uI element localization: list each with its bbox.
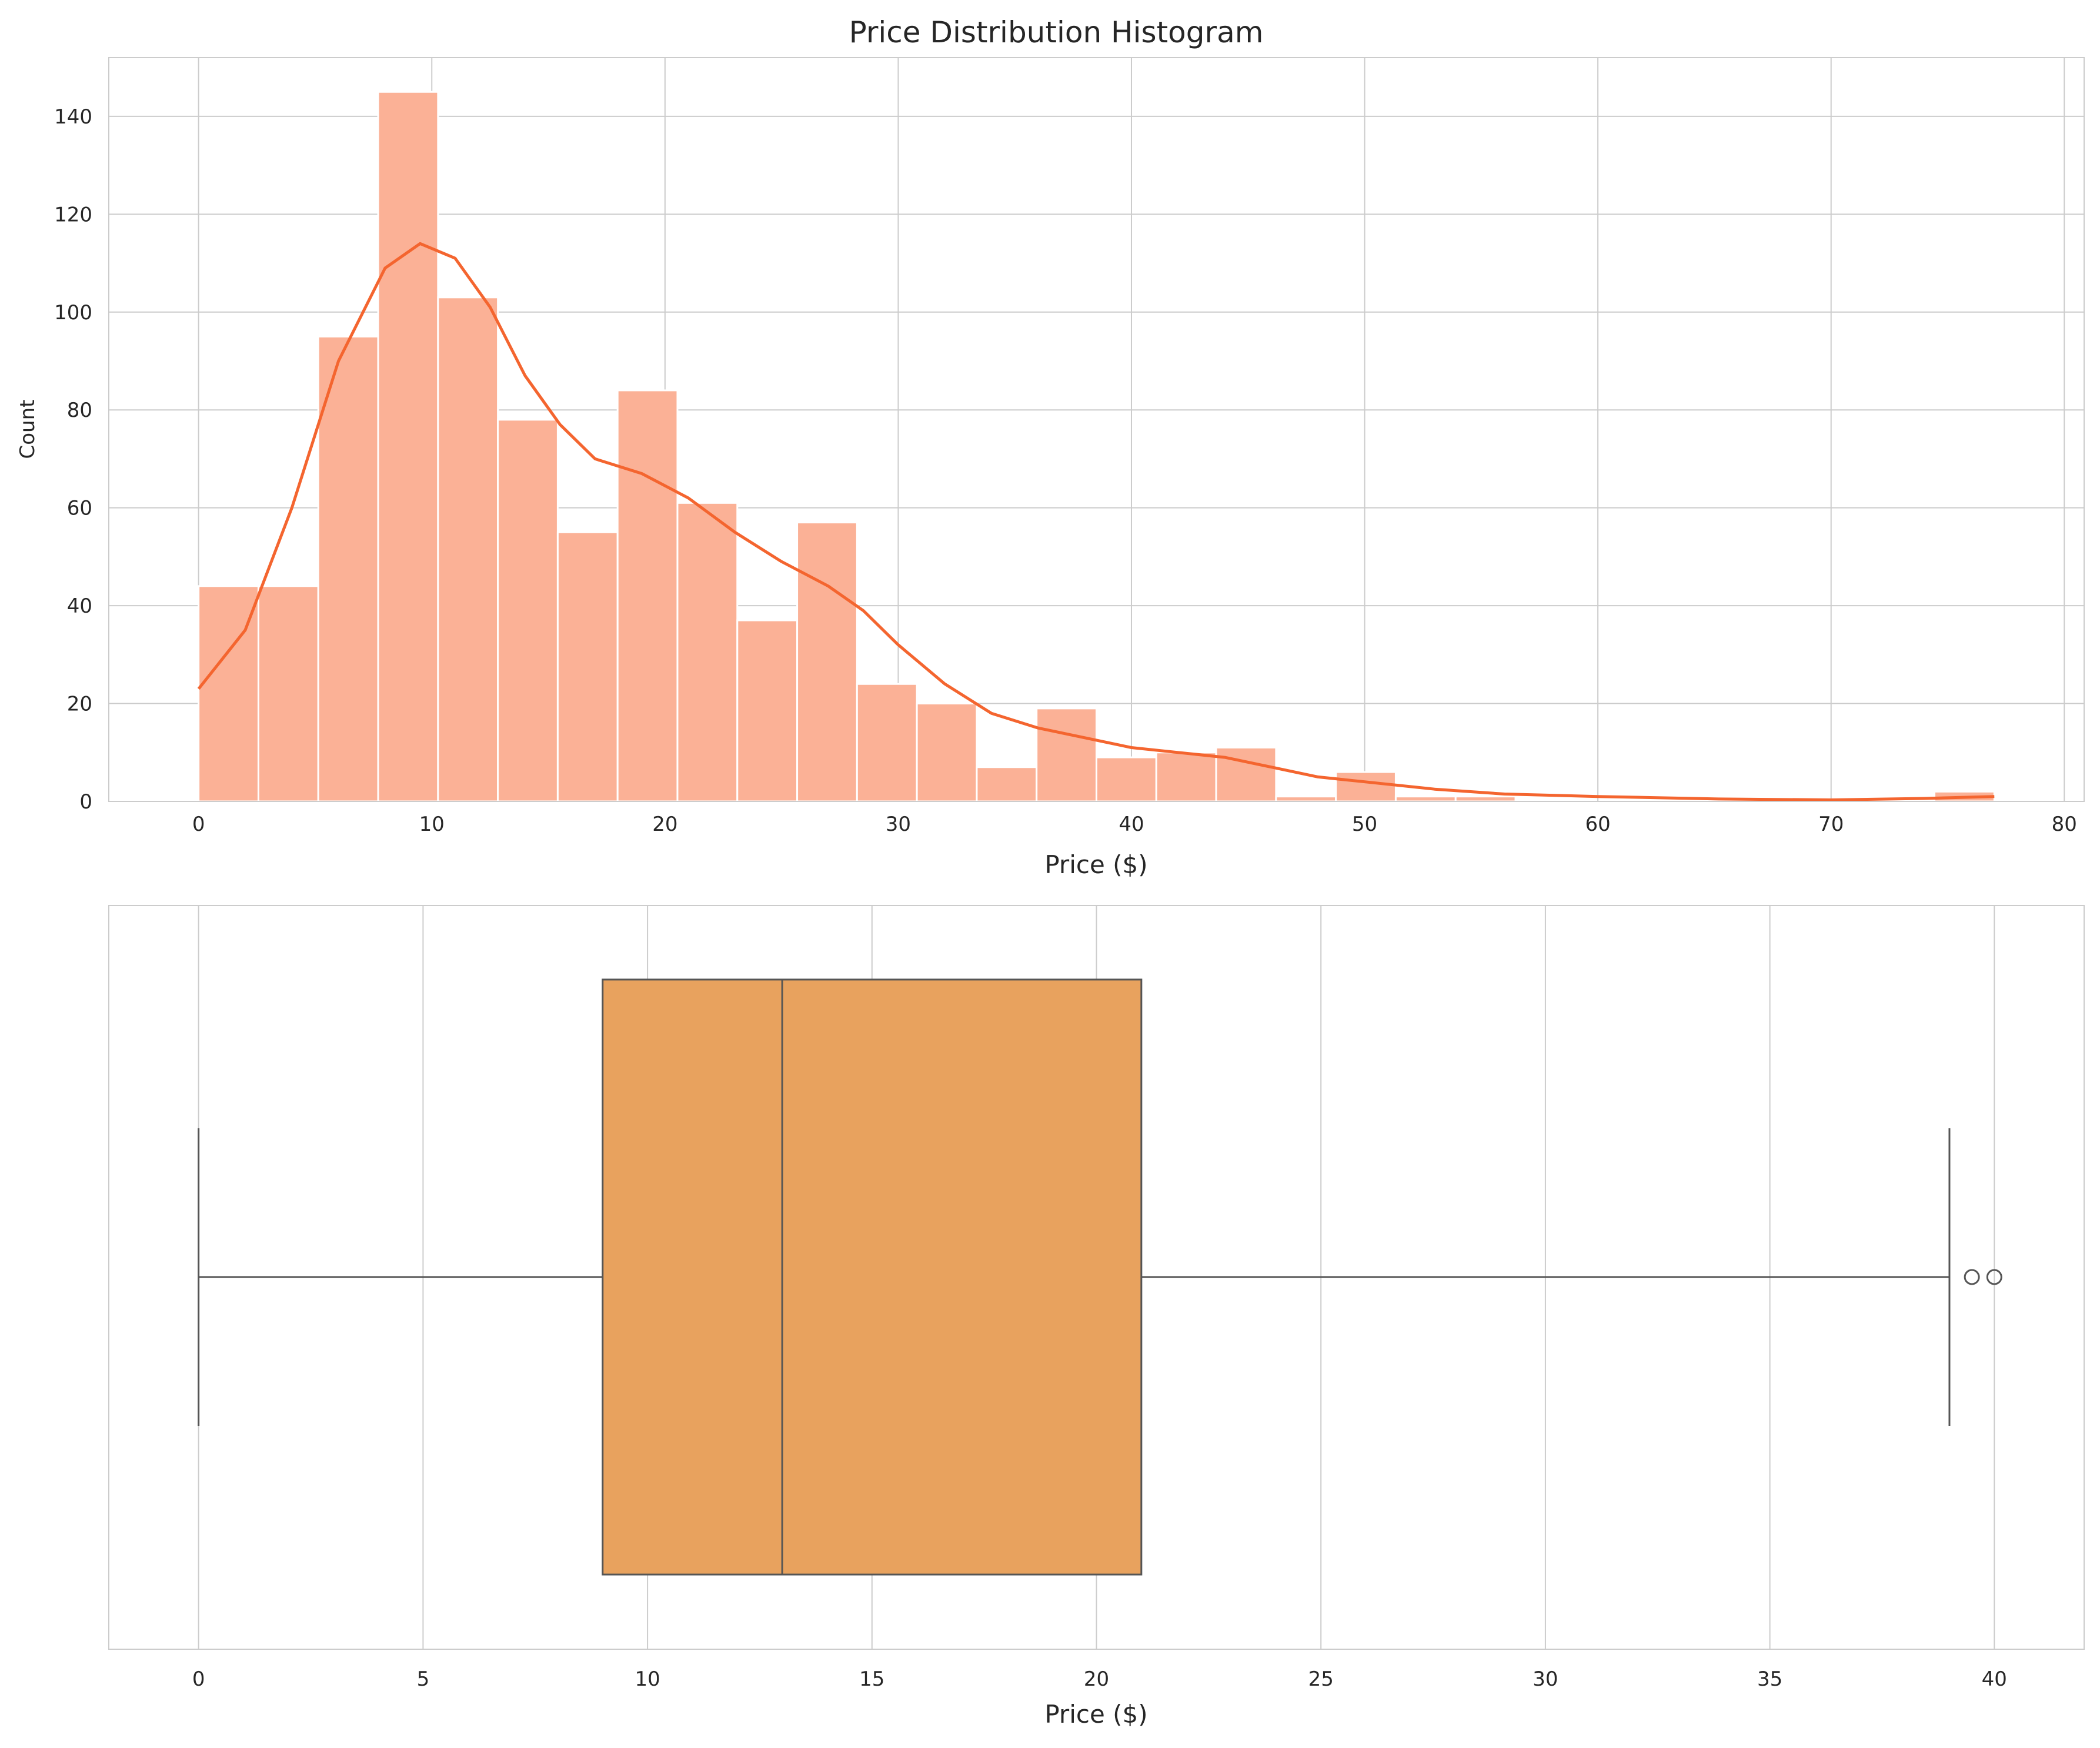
histogram-bar xyxy=(1394,796,1457,803)
histogram-y-ticks: 0 20 40 60 80 100 120 140 xyxy=(54,105,92,814)
histogram-bar xyxy=(796,522,858,803)
histogram-y-tick-label: 0 xyxy=(79,790,92,814)
histogram-panel: Price Distribution Histogram 0 10 20 30 40 50… xyxy=(16,15,2085,879)
histogram-x-label: Price ($) xyxy=(1044,850,1147,879)
boxplot-x-tick-label: 5 xyxy=(417,1667,430,1691)
histogram-bar xyxy=(377,91,439,803)
histogram-title: Price Distribution Histogram xyxy=(849,15,1264,49)
histogram-bar xyxy=(437,296,499,803)
histogram-x-tick-label: 80 xyxy=(2052,813,2077,836)
histogram-bars xyxy=(198,91,1995,803)
histogram-bar xyxy=(856,683,918,803)
histogram-bar xyxy=(257,585,319,803)
histogram-bar xyxy=(736,619,799,803)
histogram-y-label: Count xyxy=(16,400,39,459)
boxplot-x-tick-label: 20 xyxy=(1084,1667,1109,1691)
histogram-bar xyxy=(317,335,379,803)
histogram-axes-frame xyxy=(108,57,2085,802)
histogram-bar xyxy=(1096,756,1157,803)
histogram-x-ticks: 0 10 20 30 40 50 60 70 80 xyxy=(192,813,2077,836)
histogram-x-tick-label: 50 xyxy=(1352,813,1377,836)
boxplot-x-tick-label: 10 xyxy=(635,1667,660,1691)
histogram-x-tick-label: 10 xyxy=(419,813,445,836)
boxplot-iqr-box xyxy=(602,978,1143,1576)
histogram-bar xyxy=(1335,771,1397,803)
kde-curve xyxy=(197,242,1995,801)
boxplot-panel: 0 5 10 15 20 25 30 35 40 Price ($) xyxy=(108,905,2085,1729)
boxplot-outliers xyxy=(1964,1269,2002,1285)
histogram-x-tick-label: 30 xyxy=(886,813,911,836)
boxplot-x-tick-label: 30 xyxy=(1533,1667,1558,1691)
histogram-y-tick-label: 40 xyxy=(67,594,92,618)
boxplot-x-tick-label: 0 xyxy=(192,1667,205,1691)
histogram-bar xyxy=(1036,707,1097,803)
histogram-bar xyxy=(916,703,978,803)
histogram-x-tick-label: 70 xyxy=(1818,813,1844,836)
boxplot-x-tick-label: 40 xyxy=(1982,1667,2007,1691)
histogram-x-tick-label: 20 xyxy=(652,813,677,836)
histogram-x-tick-label: 0 xyxy=(192,813,205,836)
histogram-bar xyxy=(676,502,739,803)
boxplot-x-tick-label: 15 xyxy=(859,1667,884,1691)
histogram-bar xyxy=(556,531,619,803)
boxplot-x-tick-label: 25 xyxy=(1308,1667,1334,1691)
histogram-y-tick-label: 140 xyxy=(54,105,92,129)
boxplot-outlier-point xyxy=(1964,1269,1980,1285)
boxplot-axes-frame xyxy=(108,905,2085,1650)
histogram-y-tick-label: 80 xyxy=(67,399,92,422)
boxplot-x-tick-label: 35 xyxy=(1757,1667,1782,1691)
histogram-bar xyxy=(1215,746,1277,803)
histogram-bar xyxy=(497,419,559,803)
boxplot-x-label: Price ($) xyxy=(1044,1700,1147,1729)
histogram-y-tick-label: 100 xyxy=(54,301,92,325)
boxplot-x-ticks: 0 5 10 15 20 25 30 35 40 xyxy=(192,1667,2007,1691)
boxplot-outlier-point xyxy=(1986,1269,2002,1285)
histogram-y-tick-label: 120 xyxy=(54,203,92,226)
histogram-x-tick-label: 60 xyxy=(1585,813,1611,836)
histogram-bar xyxy=(616,389,679,803)
histogram-bar xyxy=(1454,796,1517,803)
histogram-bar xyxy=(1275,796,1337,803)
histogram-bar xyxy=(976,766,1038,803)
histogram-y-tick-label: 20 xyxy=(67,693,92,716)
histogram-bar xyxy=(1155,751,1217,803)
histogram-y-tick-label: 60 xyxy=(67,497,92,520)
histogram-x-tick-label: 40 xyxy=(1119,813,1144,836)
